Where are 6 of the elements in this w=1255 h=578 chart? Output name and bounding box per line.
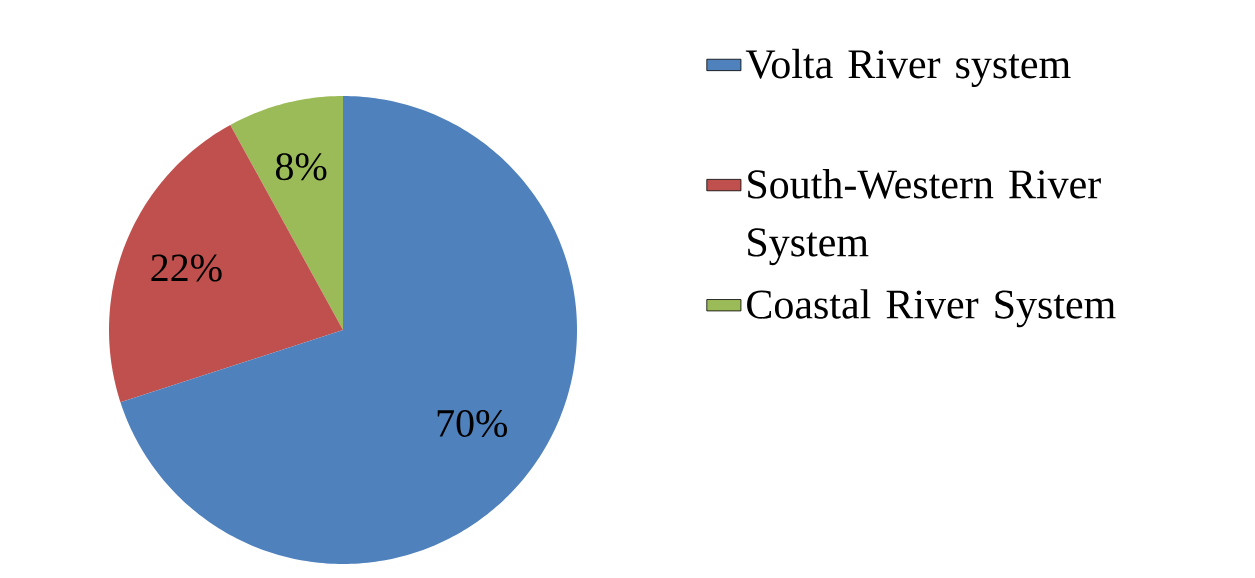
data-label: 22%: [151, 254, 222, 282]
data-label: 70%: [437, 409, 508, 438]
legend-label: Coastal River System: [747, 289, 1116, 328]
legend-label: South-Western River System: [748, 169, 1101, 266]
data-label: 8%: [275, 153, 327, 181]
legend-label: Volta River system: [745, 48, 1071, 88]
